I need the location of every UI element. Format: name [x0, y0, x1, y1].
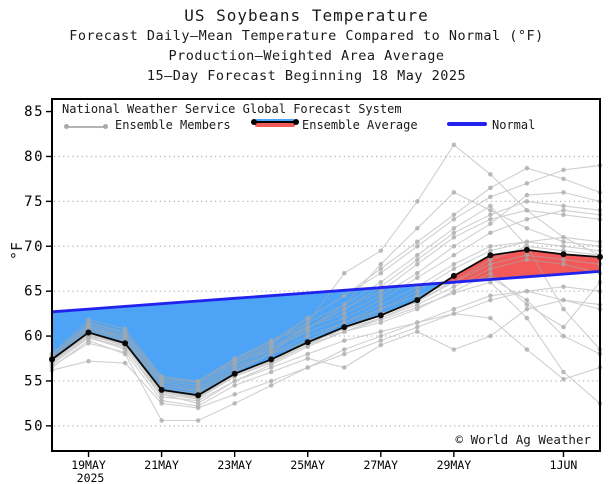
ensemble-member-lines: [51, 143, 601, 422]
svg-text:21MAY: 21MAY: [144, 458, 179, 472]
ensemble-members-line-icon: [64, 124, 108, 129]
above-normal-fill: [443, 249, 600, 283]
svg-text:19MAY: 19MAY: [71, 458, 106, 472]
member-line-swatch: [66, 126, 106, 128]
chart-subtitle-1: Forecast Daily—Mean Temperature Compared…: [69, 28, 544, 44]
axis-ticks: [46, 110, 565, 457]
title-block: US Soybeans Temperature Forecast Daily—M…: [0, 5, 613, 86]
normal-line-icon: [447, 122, 487, 126]
ensemble-average-line: [51, 248, 601, 397]
chart-title: US Soybeans Temperature: [184, 6, 429, 25]
above-normal-swatch: [255, 123, 295, 127]
legend-average-label: Ensemble Average: [302, 118, 418, 132]
x-axis-labels: 19MAY 21MAY 23MAY 25MAY 27MAY 29MAY 1JUN 2025: [71, 458, 577, 484]
average-dot-icon: [293, 119, 299, 125]
svg-text:75: 75: [24, 194, 44, 210]
member-dot-icon: [103, 124, 108, 129]
average-line-swatch: [252, 121, 298, 123]
svg-text:60: 60: [24, 329, 44, 345]
y-axis-title: °F: [8, 241, 27, 261]
svg-text:65: 65: [24, 284, 44, 300]
chart-subtitle-2: Production—Weighted Area Average: [168, 48, 445, 64]
watermark-text: © World Ag Weather: [455, 432, 591, 447]
svg-text:80: 80: [24, 149, 44, 165]
member-dot-icon: [64, 124, 69, 129]
svg-text:70: 70: [24, 239, 44, 255]
average-dot-icon: [251, 119, 257, 125]
ensemble-average-dots: [49, 246, 603, 399]
svg-text:50: 50: [24, 418, 44, 434]
svg-text:29MAY: 29MAY: [437, 458, 472, 472]
svg-text:85: 85: [24, 104, 44, 120]
svg-text:23MAY: 23MAY: [217, 458, 252, 472]
y-axis-labels: 50 55 60 65 70 75 80 85: [24, 104, 44, 434]
legend-members-label: Ensemble Members: [115, 118, 231, 132]
ensemble-average-swatch-icon: [251, 118, 299, 130]
svg-text:25MAY: 25MAY: [290, 458, 325, 472]
plot-frame: [51, 98, 601, 452]
legend-normal-label: Normal: [492, 118, 536, 132]
legend-source-text: National Weather Service Global Forecast…: [62, 102, 402, 116]
normal-line: [51, 270, 601, 314]
chart-subtitle-3: 15—Day Forecast Beginning 18 May 2025: [146, 68, 467, 84]
svg-text:27MAY: 27MAY: [363, 458, 398, 472]
svg-text:1JUN: 1JUN: [550, 458, 578, 472]
x-axis-year-label: 2025: [77, 471, 105, 484]
svg-text:55: 55: [24, 373, 44, 389]
